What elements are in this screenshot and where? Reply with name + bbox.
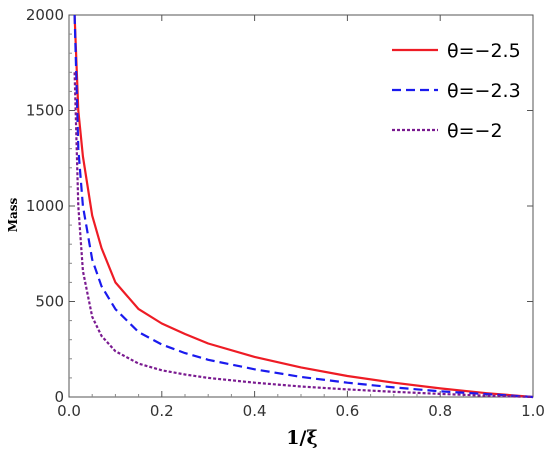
y-tick-label: 2000 [26,6,64,24]
axis-ticks [68,14,534,398]
series-lines [73,14,534,399]
series-line-0 [73,14,534,399]
axis-tick-labels: 0.0 0.2 0.4 0.6 0.8 1.0 0 500 1000 1500 2000 [26,6,545,420]
y-tick-label: 1000 [26,197,64,215]
x-tick-label: 1.0 [521,402,545,420]
y-tick-label: 0 [54,388,64,406]
y-tick-label: 1500 [26,102,64,120]
x-tick-label: 0.8 [428,402,452,420]
legend-label-0: θ=−2.5 [447,40,521,62]
series-line-1 [73,14,534,399]
series-line-2 [73,72,534,399]
legend-label-1: θ=−2.3 [447,80,521,102]
x-tick-label: 0.6 [335,402,359,420]
x-tick-label: 0.0 [57,402,81,420]
x-axis-title: 1/ξ [286,427,317,449]
legend: θ=−2.5 θ=−2.3 θ=−2 [392,40,521,142]
x-tick-label: 0.2 [150,402,174,420]
plot-frame [68,14,534,398]
y-axis-title: Mass [6,197,20,232]
y-tick-label: 500 [35,293,64,311]
x-tick-label: 0.4 [243,402,267,420]
legend-label-2: θ=−2 [447,120,503,142]
